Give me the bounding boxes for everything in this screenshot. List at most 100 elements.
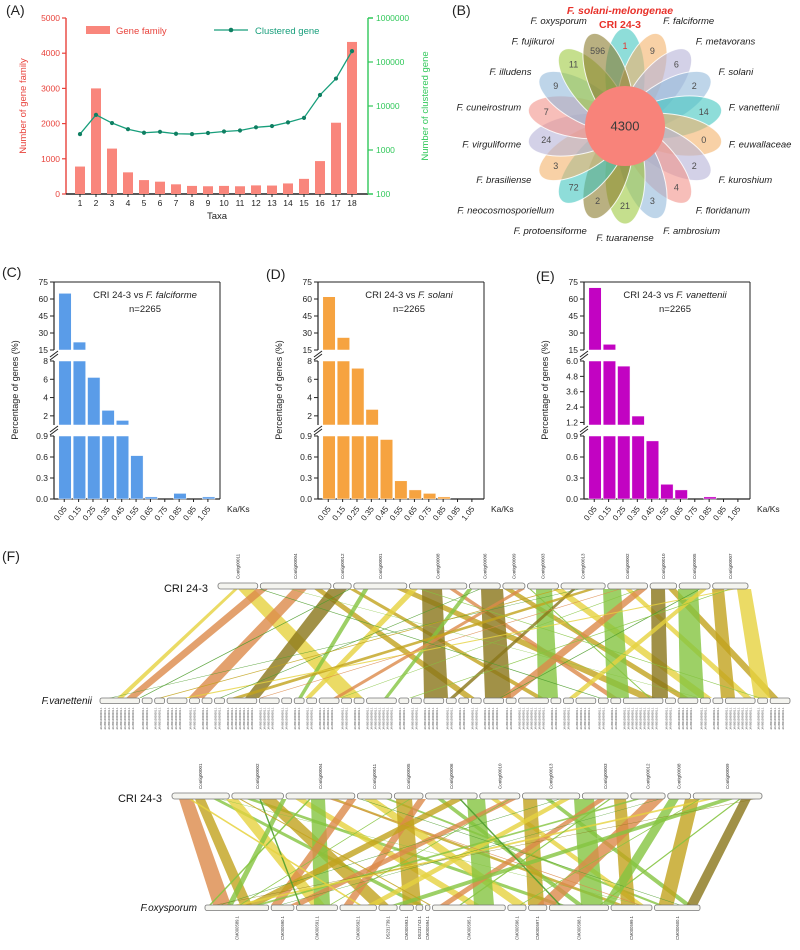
scaffold-micro-label: JAAB010000001.1 <box>234 707 238 730</box>
petal-count: 14 <box>699 107 709 117</box>
histogram-bar <box>336 435 350 500</box>
scaffold-micro-label: JAAB010000001.1 <box>345 707 349 730</box>
histogram-bar <box>703 496 717 500</box>
synteny-ribbon <box>737 589 770 698</box>
histogram-bar <box>144 496 158 500</box>
scaffold-segment <box>378 904 398 911</box>
histogram-bar <box>408 489 422 500</box>
y-axis-title: Percentage of genes (%) <box>540 340 550 440</box>
scaffold-micro-label: JAAB010000001.1 <box>382 707 386 730</box>
scaffold-micro-label: JAAB010000001.1 <box>402 707 406 730</box>
scaffold-micro-label: JAAB010000001.1 <box>145 707 149 730</box>
x-tick-label: 0.65 <box>668 504 685 522</box>
y-tick-label: 30 <box>303 328 313 338</box>
y-tick-label: 6 <box>43 374 48 384</box>
left-tick-label: 5000 <box>41 13 60 23</box>
synteny-ribbon <box>500 589 647 698</box>
scaffold-micro-label: JAAB010000001.1 <box>509 707 513 730</box>
contig-label: Contig00011 <box>235 553 240 579</box>
synteny-ribbon <box>359 799 681 905</box>
y-tick-label: 3.6 <box>566 387 578 397</box>
y-tick-label: 2.4 <box>566 402 578 412</box>
scaffold-segment <box>757 697 769 704</box>
contig-segment <box>353 582 408 590</box>
scaffold-micro-label: JAAB010000001.1 <box>318 707 322 730</box>
scaffold-segment <box>341 697 352 704</box>
scaffold-label: CM000590.1 <box>280 915 285 940</box>
scaffold-segment <box>258 697 280 704</box>
panel-a-label: (A) <box>6 2 25 18</box>
panel-c-label: (C) <box>2 264 22 280</box>
x-tick-label: 0.45 <box>110 504 127 522</box>
scaffold-label: CM000594.1 <box>425 915 430 940</box>
petal-count: 3 <box>650 196 655 206</box>
synteny-ribbon <box>537 799 664 905</box>
scaffold-segment <box>270 904 295 911</box>
venn-center-value: 4300 <box>611 119 640 134</box>
scaffold-segment <box>470 697 482 704</box>
genome-label-bottom: F.vanettenii <box>42 696 93 707</box>
scaffold-micro-label: JAAB010000001.1 <box>669 707 673 730</box>
petal-species-label: F. fujikuroi <box>512 37 555 48</box>
gene-family-bar <box>171 184 181 194</box>
contig-label: Contig00003 <box>603 763 608 789</box>
histogram-bar <box>87 435 101 500</box>
scaffold-micro-label: JAAB010000001.1 <box>748 707 752 730</box>
kaks-histogram-falciforme: 153045607524680.00.30.60.90.050.150.250.… <box>10 277 250 523</box>
left-tick-label: 2000 <box>41 119 60 129</box>
contig-segment <box>560 582 606 590</box>
y-tick-label: 0.0 <box>300 494 312 504</box>
scaffold-micro-label: JAAB010000001.1 <box>575 707 579 730</box>
y-tick-label: 45 <box>39 311 49 321</box>
synteny-ribbon <box>245 799 464 905</box>
petal-species-label: F. cuneirostrum <box>456 103 521 114</box>
gene-family-bar <box>187 185 197 194</box>
synteny-ribbon <box>209 799 311 905</box>
scaffold-segment <box>154 697 165 704</box>
synteny-ribbon <box>188 589 307 698</box>
contig-label: Contig00010 <box>497 763 502 789</box>
contig-segment <box>333 582 352 590</box>
scaffold-micro-label: JAAB010000001.1 <box>246 707 250 730</box>
scaffold-micro-label: JAAB010000001.1 <box>610 707 614 730</box>
gene-family-bar <box>219 185 229 194</box>
scaffold-segment <box>610 697 622 704</box>
petal-count: 7 <box>544 107 549 117</box>
scaffold-micro-label: JAAB010000001.1 <box>127 707 131 730</box>
synteny-ribbon <box>139 589 351 698</box>
x-tick-label: 12 <box>251 198 261 208</box>
scaffold-micro-label: JAAB010000001.1 <box>158 707 162 730</box>
synteny-ribbon <box>422 589 448 698</box>
scaffold-micro-label: JAAB010000001.1 <box>677 707 681 730</box>
scaffold-segment <box>528 904 548 911</box>
x-tick-label: 8 <box>190 198 195 208</box>
scaffold-micro-label: JAAB010000001.1 <box>226 707 230 730</box>
clustered-gene-point <box>285 120 291 125</box>
gene-family-clustered-gene-chart: 0 1000 2000 3000 4000 5000 Number of gene fami… <box>18 13 431 222</box>
synteny-ribbon <box>158 589 562 698</box>
synteny-ribbon <box>259 589 621 698</box>
axis-break-mark <box>49 353 59 361</box>
contig-label: Contig00013 <box>549 763 554 789</box>
scaffold-micro-label: JAAB010000001.1 <box>374 707 378 730</box>
scaffold-micro-label: JAAB010000001.1 <box>773 707 777 730</box>
synteny-ribbon <box>109 589 581 698</box>
clustered-gene-point <box>301 115 307 120</box>
scaffold-segment <box>700 697 711 704</box>
histogram-bar <box>394 480 408 500</box>
scaffold-micro-label: JAAB010000001.1 <box>449 707 453 730</box>
petal-species-label: F. floridanum <box>696 205 750 216</box>
histogram-bar <box>72 341 86 351</box>
x-tick-label: 7 <box>174 198 179 208</box>
histogram-bar <box>72 360 86 426</box>
y-tick-label: 0.9 <box>566 431 578 441</box>
synteny-ribbon <box>188 799 362 905</box>
y-tick-label: 8 <box>43 356 48 366</box>
scaffold-micro-label: JAAB010000001.1 <box>685 707 689 730</box>
scaffold-micro-label: JAAB010000001.1 <box>201 707 205 730</box>
scaffold-micro-label: JAAB010000001.1 <box>757 707 761 730</box>
axis-break-mark <box>579 425 589 433</box>
gene-family-bar <box>283 183 293 194</box>
petal-species-label: F. falciforme <box>663 16 714 27</box>
y-tick-label: 0.6 <box>36 452 48 462</box>
